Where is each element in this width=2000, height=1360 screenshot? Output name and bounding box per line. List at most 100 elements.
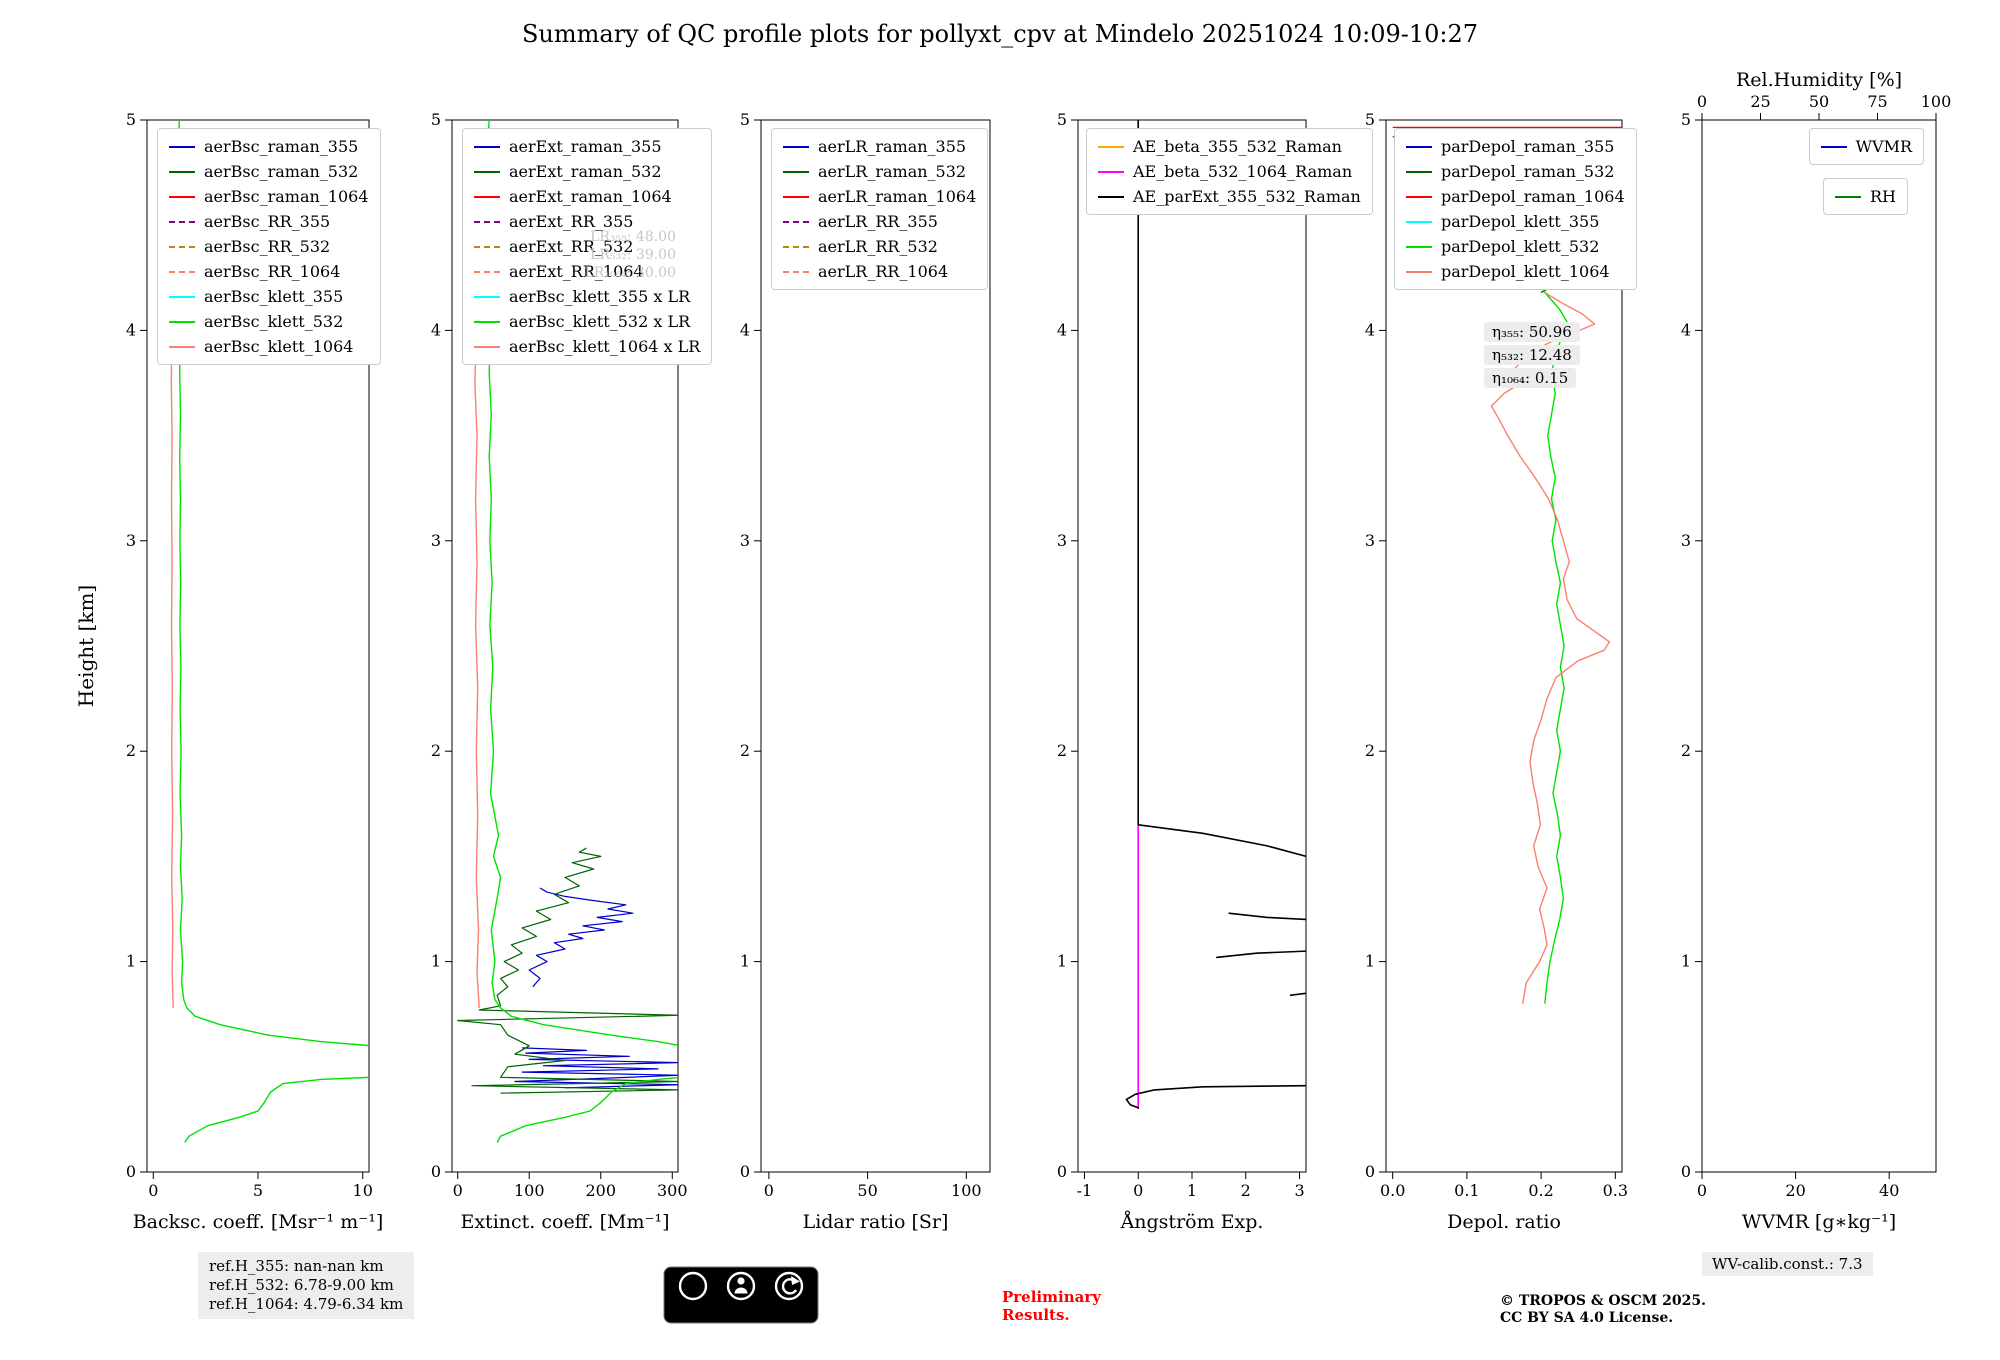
y-tick-label: 0 <box>1365 1162 1375 1181</box>
annotation-line: LR₅₃₂: 39.00 <box>590 247 676 263</box>
legend-item: aerBsc_raman_532 <box>169 159 369 184</box>
cc-icon <box>678 1271 708 1301</box>
legend-item-label: aerExt_RR_532 <box>509 237 634 256</box>
y-tick-label: 5 <box>740 110 750 129</box>
plot-frame <box>760 119 991 1173</box>
cc-sharealike-arrowhead <box>791 1276 800 1285</box>
legend-line-sample <box>1406 220 1432 223</box>
legend-item-label: aerBsc_RR_532 <box>204 237 331 256</box>
legend-item: aerExt_RR_1064 <box>474 259 700 284</box>
legend-item-label: aerBsc_raman_355 <box>204 137 359 156</box>
legend-item: aerBsc_raman_355 <box>169 134 369 159</box>
legend-item-label: aerBsc_RR_1064 <box>204 262 341 281</box>
legend-item: aerBsc_klett_355 <box>169 284 369 309</box>
legend-line-sample <box>169 320 195 323</box>
legend-line-sample <box>474 320 500 323</box>
y-tick-label: 4 <box>1681 320 1691 339</box>
top-axis-label: Rel.Humidity [%] <box>1736 69 1902 91</box>
y-tick-label: 1 <box>1365 952 1375 971</box>
cc-sa-label: SA <box>759 1307 776 1320</box>
y-tick-label: 5 <box>126 110 136 129</box>
annotation-line: η₃₅₅: 50.96 <box>1484 322 1580 342</box>
legend-item: aerExt_raman_532 <box>474 159 700 184</box>
y-tick-label: 1 <box>740 952 750 971</box>
legend-line-sample <box>783 195 809 198</box>
reference-height-note: ref.H_355: nan-nan km ref.H_532: 6.78-9.… <box>198 1252 415 1319</box>
y-tick-label: 0 <box>1057 1162 1067 1181</box>
x-tick-label: 3 <box>1294 1181 1304 1200</box>
series-AE_parExt_355_532_Raman <box>1137 120 1306 858</box>
legend-item: aerLR_raman_532 <box>783 159 976 184</box>
legend-item: AE_beta_532_1064_Raman <box>1098 159 1361 184</box>
legend-item: aerLR_RR_532 <box>783 234 976 259</box>
annotation-line: η₁₀₆₄: 0.15 <box>1484 368 1577 388</box>
legend-line-sample <box>474 270 500 273</box>
x-tick-label: 0 <box>453 1181 463 1200</box>
legend-item: aerBsc_RR_1064 <box>169 259 369 284</box>
x-tick-label: 2 <box>1241 1181 1251 1200</box>
legend-line-sample <box>1406 170 1432 173</box>
legend-item: parDepol_klett_355 <box>1406 209 1625 234</box>
y-tick-label: 2 <box>1681 741 1691 760</box>
legend-line-sample <box>474 170 500 173</box>
legend-line-sample <box>169 295 195 298</box>
plot-frame <box>1077 119 1307 1173</box>
legend-line-sample <box>474 295 500 298</box>
legend-line-sample <box>169 345 195 348</box>
top-tick-label: 100 <box>1921 92 1952 111</box>
legend-line-sample <box>1406 195 1432 198</box>
copyright-note: © TROPOS & OSCM 2025. CC BY SA 4.0 Licen… <box>1500 1293 1706 1327</box>
y-tick-label: 4 <box>431 320 441 339</box>
legend-item-label: aerBsc_klett_532 <box>204 312 344 331</box>
legend-item: aerBsc_raman_1064 <box>169 184 369 209</box>
legend-item-label: parDepol_raman_1064 <box>1441 187 1625 206</box>
series-AE_parExt_355_532_Raman <box>1289 992 1306 997</box>
copyright-line-1: © TROPOS & OSCM 2025. <box>1500 1293 1707 1309</box>
legend-item-label: parDepol_klett_355 <box>1441 212 1600 231</box>
legend-item: RH <box>1835 184 1896 209</box>
legend-item-label: AE_beta_355_532_Raman <box>1133 137 1342 156</box>
y-tick-label: 1 <box>1681 952 1691 971</box>
legend-line-sample <box>169 220 195 223</box>
y-tick-label: 1 <box>431 952 441 971</box>
legend-item-label: aerExt_RR_1064 <box>509 262 644 281</box>
x-tick-label: 20 <box>1785 1181 1805 1200</box>
panel-extinction: 0 100 200 300 0 1 2 3 4 5 Extinct. coeff. [Mm⁻¹] <box>431 110 688 1233</box>
y-tick-label: 2 <box>740 741 750 760</box>
y-tick-label: 5 <box>1681 110 1691 129</box>
x-tick-label: 0 <box>764 1181 774 1200</box>
top-tick-label: 25 <box>1750 92 1770 111</box>
cc-by-label: BY <box>715 1307 732 1320</box>
legend-item-label: aerExt_raman_532 <box>509 162 662 181</box>
y-tick-label: 3 <box>1681 531 1691 550</box>
y-tick-label: 4 <box>740 320 750 339</box>
legend-item: aerExt_RR_355 <box>474 209 700 234</box>
legend-item: aerLR_raman_355 <box>783 134 976 159</box>
legend-item: aerBsc_klett_532 x LR <box>474 309 700 334</box>
y-tick-label: 3 <box>1057 531 1067 550</box>
y-tick-label: 2 <box>126 741 136 760</box>
legend-item: parDepol_raman_1064 <box>1406 184 1625 209</box>
legend-item: aerBsc_klett_355 x LR <box>474 284 700 309</box>
x-tick-label: 100 <box>514 1181 545 1200</box>
legend-item: parDepol_klett_1064 <box>1406 259 1625 284</box>
series-aerBsc_klett_1064 <box>170 340 174 1008</box>
top-tick-label: 75 <box>1867 92 1887 111</box>
legend-item: aerLR_RR_1064 <box>783 259 976 284</box>
figure-title: Summary of QC profile plots for pollyxt_… <box>521 20 1479 48</box>
legend-item-label: aerBsc_klett_1064 x LR <box>509 337 701 356</box>
x-axis-label: WVMR [g∗kg⁻¹] <box>1742 1211 1896 1233</box>
x-tick-label: 0.3 <box>1603 1181 1628 1200</box>
x-tick-label: 0 <box>1697 1181 1707 1200</box>
x-tick-label: 0.1 <box>1454 1181 1479 1200</box>
series-aerExt_raman_532 <box>457 847 678 1094</box>
legend-extinction: aerExt_raman_355 aerExt_raman_532 aerExt_r… <box>462 128 713 365</box>
legend-item-label: AE_beta_532_1064_Raman <box>1133 162 1353 181</box>
legend-line-sample <box>1835 195 1861 198</box>
legend-wvmr-1: RH <box>1823 178 1908 215</box>
annotation-line: LR₃₅₅: 48.00 <box>590 229 676 245</box>
x-axis-label: Backsc. coeff. [Msr⁻¹ m⁻¹] <box>133 1211 384 1233</box>
plot-frame <box>451 119 679 1173</box>
legend-backscatter: aerBsc_raman_355 aerBsc_raman_532 aerBsc_r… <box>157 128 381 365</box>
